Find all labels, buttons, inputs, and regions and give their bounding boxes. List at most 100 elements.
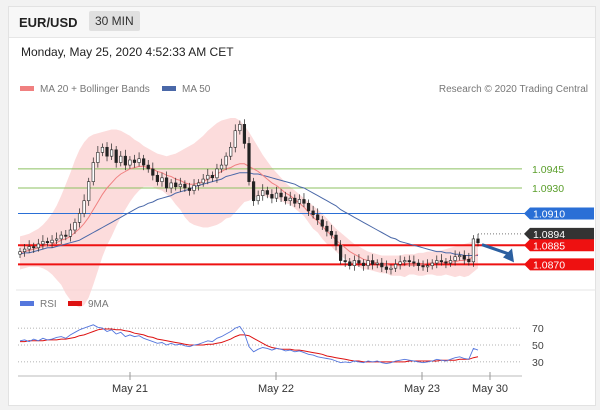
candle-body [357, 260, 361, 264]
candle-body [50, 239, 54, 244]
candle-body [251, 181, 256, 202]
candle-body [128, 159, 132, 166]
rsi-legend-swatch [20, 301, 34, 306]
candle-body [444, 261, 448, 264]
rsi-tick-label: 70 [532, 323, 544, 335]
candle-body [284, 196, 288, 202]
candle-body [73, 222, 77, 231]
candle-body [380, 262, 384, 268]
candle-body [389, 267, 393, 270]
candle-body [77, 213, 82, 223]
ma50-legend-swatch [162, 86, 176, 91]
candle-body [274, 192, 279, 199]
ma9-line [20, 328, 479, 363]
candle-body [164, 177, 169, 189]
candle-body [476, 238, 480, 244]
candle-body [123, 155, 127, 166]
candle-body [453, 256, 457, 261]
candle-body [256, 195, 260, 202]
candle-body [306, 202, 311, 212]
candle-body [96, 152, 100, 163]
candle-body [224, 155, 228, 166]
x-tick-label: May 30 [472, 383, 508, 395]
candle-body [238, 124, 242, 132]
candle-body [384, 266, 389, 270]
candle-body [178, 183, 182, 188]
candle-body [100, 146, 105, 153]
candle-body [22, 248, 27, 252]
candle-body [160, 177, 164, 182]
candle-body [64, 234, 68, 237]
candle-body [210, 174, 214, 179]
candle-body [36, 243, 40, 249]
candle-body [375, 262, 379, 265]
candle-body [334, 234, 338, 246]
candle-body [302, 199, 306, 204]
x-tick-label: May 22 [258, 383, 294, 395]
candle-body [407, 260, 411, 263]
x-tick-label: May 23 [404, 383, 440, 395]
level-tag-support [524, 239, 594, 252]
candle-body [215, 168, 219, 179]
candle-body [142, 158, 146, 166]
candle-body [435, 260, 439, 264]
candle-body [288, 197, 292, 202]
candle-body [91, 162, 95, 182]
candle-body [197, 182, 201, 186]
ma9-legend-label: 9MA [88, 299, 109, 310]
candle-body [426, 265, 430, 268]
candle-body [320, 219, 324, 227]
candle-body [403, 260, 407, 263]
level-label-resistance: 1.0930 [532, 183, 564, 195]
candle-body [311, 210, 315, 216]
candle-body [174, 182, 178, 188]
candle-body [471, 238, 476, 263]
candle-body [201, 178, 205, 184]
candle-body [467, 258, 471, 263]
candle-body [393, 264, 398, 269]
candle-body [82, 200, 86, 214]
candle-body [421, 265, 425, 268]
ma20-legend-label: MA 20 + Bollinger Bands [40, 84, 150, 95]
candle-body [247, 143, 251, 182]
rsi-line [19, 324, 479, 365]
candle-body [366, 260, 370, 266]
candle-body [412, 261, 416, 264]
forecast-arrow-shaft [481, 243, 511, 256]
candle-body [352, 260, 356, 266]
candle-body [114, 149, 118, 163]
candle-body [242, 124, 247, 144]
candle-body [59, 234, 63, 240]
rsi-tick-label: 30 [532, 357, 544, 369]
level-tag-pivot-text: 1.0910 [533, 208, 565, 220]
candle-body [233, 130, 237, 148]
timestamp: Monday, May 25, 2020 4:52:33 AM CET [21, 45, 234, 59]
candle-body [18, 251, 22, 255]
candle-body [371, 260, 375, 265]
candle-body [316, 214, 320, 221]
timeframe-badge[interactable]: 30 MIN [89, 11, 140, 31]
candle-body [462, 255, 466, 260]
candle-body [439, 260, 443, 263]
candle-body [169, 182, 173, 189]
candle-body [105, 146, 109, 157]
ma50-legend-label: MA 50 [182, 84, 211, 95]
candle-body [361, 262, 366, 266]
level-tag-last [524, 227, 594, 240]
candle-body [68, 229, 72, 237]
candle-body [261, 190, 265, 196]
candle-body [279, 192, 283, 198]
candle-body [338, 244, 343, 261]
candle-body [183, 183, 187, 189]
forecast-arrow-head [503, 248, 514, 263]
ma20-legend-swatch [20, 86, 34, 91]
candle-body [155, 174, 160, 182]
candle-body [348, 261, 352, 266]
candle-body [32, 246, 36, 249]
candle-body [430, 262, 434, 266]
candle-body [41, 241, 45, 245]
candle-body [55, 238, 59, 241]
ma9-legend-swatch [68, 301, 82, 306]
candle-body [87, 181, 91, 202]
